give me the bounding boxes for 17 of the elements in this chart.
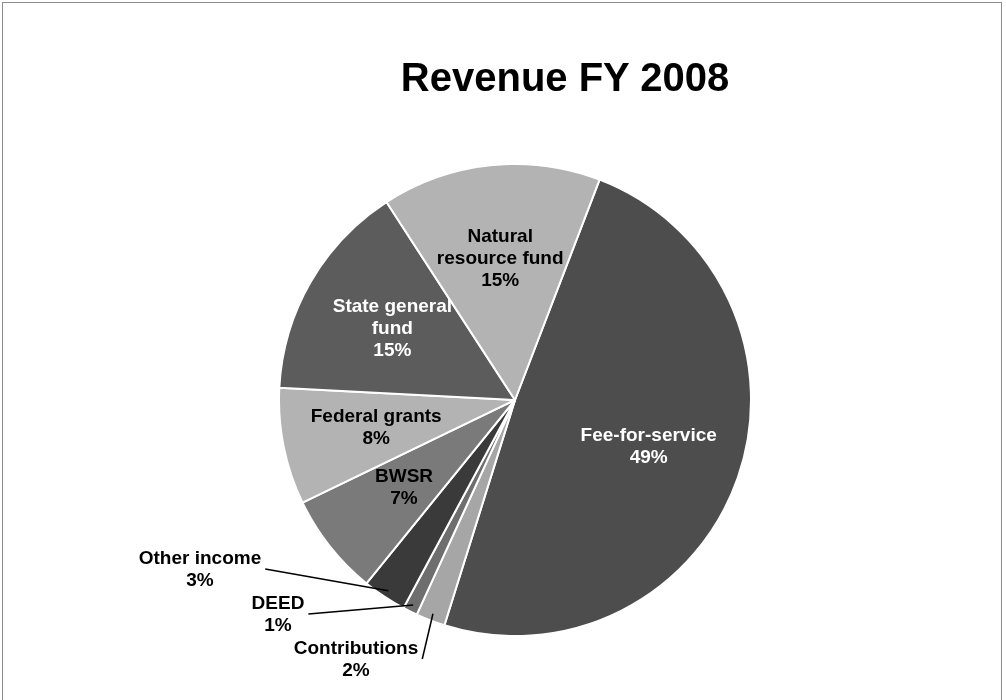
data-label: 2%: [342, 659, 370, 681]
data-label: 1%: [264, 614, 292, 636]
slice-label: DEED: [251, 592, 305, 614]
slice-label: Contributions: [293, 637, 419, 659]
chart-title: Revenue FY 2008: [400, 55, 730, 100]
data-label: 8%: [362, 427, 391, 449]
slice-label: Other income: [138, 547, 262, 569]
slice-label: State general fund: [332, 295, 453, 339]
slice-label: BWSR: [375, 465, 434, 487]
data-label: 49%: [629, 445, 668, 467]
data-label: 15%: [373, 339, 412, 361]
slice-label: Natural resource fund: [436, 225, 564, 269]
data-label: 15%: [481, 269, 520, 291]
data-label: 7%: [390, 487, 418, 509]
data-label: 3%: [186, 569, 214, 591]
slice-label: Fee-for-service: [580, 423, 717, 445]
slice-label: Federal grants: [310, 405, 442, 427]
